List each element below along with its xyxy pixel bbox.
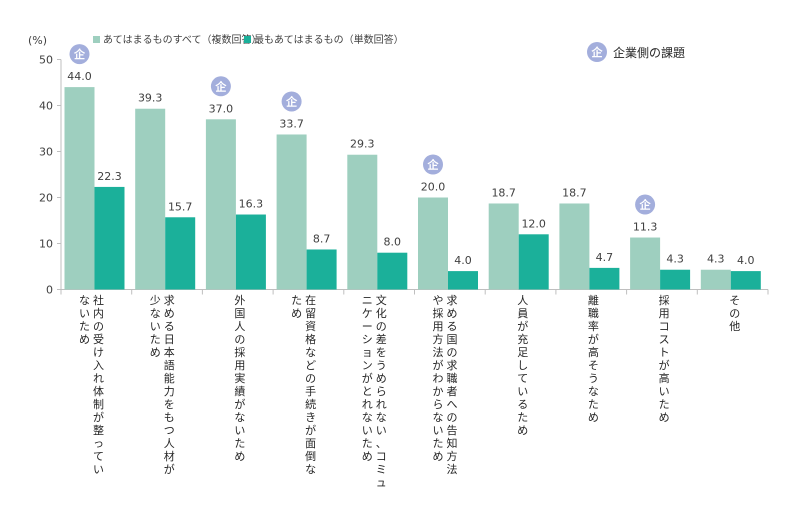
bar-all-applicable <box>347 154 378 290</box>
company-badge-icon <box>210 76 231 97</box>
category-label: 外国人の採用実績がないため <box>234 294 245 463</box>
category-label: 人員が充足しているため <box>517 294 528 437</box>
data-label: 15.7 <box>168 200 193 213</box>
category-label: 文化の差をうめられない、コミュ <box>376 293 387 489</box>
y-tick-label: 30 <box>39 146 53 159</box>
company-badge-icon <box>69 44 90 65</box>
data-label: 33.7 <box>279 117 304 130</box>
bar-most-applicable <box>377 252 408 290</box>
legend-swatch <box>93 36 100 43</box>
company-badge-icon <box>587 42 607 62</box>
category-label: ニケーションがとれないため <box>362 294 373 463</box>
bar-all-applicable <box>135 108 166 290</box>
category-label: 社内の受け入れ体制が整ってい <box>93 293 104 476</box>
company-badge-text: 企 <box>639 198 652 212</box>
data-label: 18.7 <box>491 186 516 199</box>
bar-all-applicable <box>630 237 661 290</box>
company-badge-text: 企 <box>73 47 86 61</box>
bar-most-applicable <box>306 249 337 290</box>
category-label: 離職率が高そうなため <box>588 293 599 424</box>
data-label: 22.3 <box>97 170 122 183</box>
bar-most-applicable <box>235 214 266 290</box>
y-tick-label: 0 <box>46 284 53 297</box>
company-badge-icon <box>281 91 302 112</box>
y-tick-label: 50 <box>39 54 53 67</box>
bar-all-applicable <box>488 203 519 290</box>
category-label: ないため <box>79 294 90 346</box>
bars <box>64 87 761 290</box>
data-label: 4.0 <box>454 254 472 267</box>
bar-all-applicable <box>700 269 731 290</box>
company-badge-icon <box>635 194 656 215</box>
data-label: 4.3 <box>666 253 684 266</box>
bar-all-applicable <box>276 134 307 290</box>
y-tick-label: 20 <box>39 192 53 205</box>
data-label: 20.0 <box>421 181 446 194</box>
data-label: 4.0 <box>737 254 755 267</box>
company-badge-text: 企 <box>214 79 227 93</box>
category-label: 採用コストが高いため <box>659 293 670 424</box>
company-badge-text: 企 <box>427 158 440 172</box>
category-label: ため <box>291 294 302 320</box>
legend: あてはまるものすべて（複数回答）最もあてはまるもの（単数回答） 企 企業側の課題 <box>93 33 685 62</box>
data-labels: 44.0 22.3 39.3 15.7 37.0 16.3 33.7 8.7 29.3 8.0 20… <box>67 70 754 267</box>
legend-label: あてはまるものすべて（複数回答） <box>103 33 262 46</box>
data-label: 18.7 <box>562 186 587 199</box>
data-label: 8.0 <box>384 236 402 249</box>
y-tick-label: 10 <box>39 238 53 251</box>
bar-all-applicable <box>205 119 236 290</box>
data-label: 29.3 <box>350 138 375 151</box>
data-label: 4.7 <box>596 251 614 264</box>
bar-all-applicable <box>559 203 590 290</box>
category-label: 求める国の求職者への告知方法 <box>447 294 458 476</box>
bar-most-applicable <box>165 217 196 290</box>
bar-most-applicable <box>589 267 620 290</box>
data-label: 16.3 <box>239 198 264 211</box>
y-tick-label: 40 <box>39 100 53 113</box>
category-label: 求める日本語能力をもつ人材が <box>164 294 175 476</box>
bar-most-applicable <box>448 271 478 290</box>
company-badge-text: 企 <box>285 94 298 108</box>
data-label: 39.3 <box>138 92 163 105</box>
y-axis-label: (%) <box>28 34 47 47</box>
category-label: その他 <box>729 294 740 333</box>
category-label: 在留資格などの手続きが面倒な <box>305 294 316 476</box>
company-badge-icon <box>423 154 443 175</box>
data-label: 11.3 <box>633 221 658 234</box>
bar-all-applicable <box>418 197 448 290</box>
legend-label: 最もあてはまるもの（単数回答） <box>254 33 404 46</box>
legend-swatch <box>244 36 251 43</box>
bar-most-applicable <box>518 234 549 290</box>
company-badge-text: 企 <box>591 45 604 59</box>
category-label: や採用方法がわからないため <box>433 294 444 463</box>
bar-most-applicable <box>660 269 691 290</box>
data-label: 4.3 <box>707 253 725 266</box>
data-label: 12.0 <box>521 217 546 230</box>
bar-most-applicable <box>94 186 125 290</box>
data-label: 44.0 <box>67 70 92 83</box>
bar-all-applicable <box>64 87 95 290</box>
data-label: 37.0 <box>209 102 234 115</box>
data-label: 8.7 <box>313 232 331 245</box>
category-label: 少ないため <box>150 294 161 359</box>
company-badge-legend-label: 企業側の課題 <box>613 45 685 60</box>
bar-most-applicable <box>730 271 761 290</box>
